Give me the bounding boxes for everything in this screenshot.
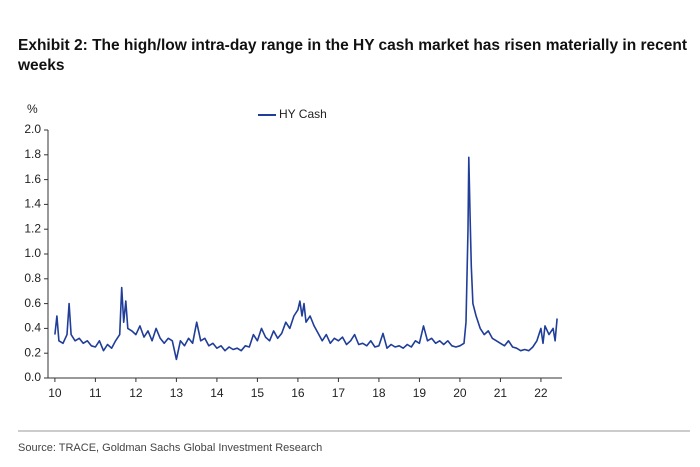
y-tick-label: 0.4 xyxy=(24,321,41,335)
x-tick-label: 20 xyxy=(453,386,467,400)
chart-title: weeks xyxy=(17,57,65,74)
x-tick-label: 19 xyxy=(413,386,427,400)
y-tick-label: 2.0 xyxy=(24,122,41,136)
y-tick-label: 0.0 xyxy=(24,370,41,384)
chart-title: Exhibit 2: The high/low intra-day range … xyxy=(18,37,687,54)
x-tick-label: 11 xyxy=(89,386,102,400)
y-axis-label: % xyxy=(27,102,38,116)
x-tick-label: 14 xyxy=(210,386,224,400)
y-tick-label: 1.8 xyxy=(24,147,41,161)
legend-label: HY Cash xyxy=(279,107,327,121)
x-tick-label: 17 xyxy=(332,386,346,400)
x-tick-label: 10 xyxy=(48,386,62,400)
x-tick-label: 15 xyxy=(251,386,265,400)
y-tick-label: 1.4 xyxy=(24,197,41,211)
x-tick-label: 22 xyxy=(534,386,548,400)
y-tick-label: 1.0 xyxy=(24,246,41,260)
x-tick-label: 12 xyxy=(129,386,143,400)
x-tick-label: 13 xyxy=(170,386,184,400)
source: Source: TRACE, Goldman Sachs Global Inve… xyxy=(18,442,322,454)
y-tick-label: 0.8 xyxy=(24,271,41,285)
x-tick-label: 18 xyxy=(372,386,386,400)
y-tick-label: 0.2 xyxy=(24,345,41,359)
x-tick-label: 21 xyxy=(494,386,508,400)
line-series xyxy=(54,156,558,361)
x-tick-label: 16 xyxy=(291,386,305,400)
y-tick-label: 1.2 xyxy=(24,221,41,235)
y-tick-label: 0.6 xyxy=(24,296,41,310)
y-tick-label: 1.6 xyxy=(24,172,41,186)
